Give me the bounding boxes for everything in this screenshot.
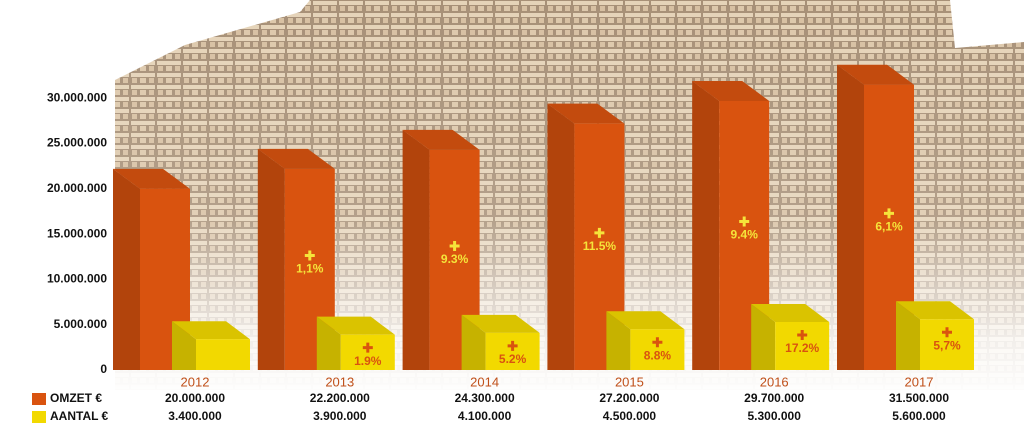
growth-label: 5,7%: [933, 338, 961, 352]
bar-side: [837, 64, 864, 370]
value-label: 3.900.000: [313, 409, 367, 423]
y-tick-label: 15.000.000: [47, 226, 107, 240]
growth-label: 6,1%: [875, 220, 903, 234]
plus-sign: [304, 250, 315, 261]
bar-3d: 9.4%: [692, 81, 770, 370]
bar-top: [461, 314, 540, 333]
legend-label: OMZET €: [50, 391, 102, 405]
x-tick-label: 2014: [470, 374, 499, 389]
plus-sign: [942, 327, 952, 338]
growth-label: 9.4%: [731, 228, 759, 242]
x-tick-label: 2017: [905, 374, 934, 389]
bar-3d: 11.5%: [547, 103, 625, 370]
bar: [630, 329, 685, 370]
plus-sign: [884, 208, 894, 219]
value-label: 5.300.000: [748, 409, 802, 423]
x-tick-label: 2016: [760, 374, 789, 389]
growth-label: 11.5%: [583, 239, 617, 253]
bar-top: [402, 129, 480, 150]
bar-3d: 17.2%: [751, 303, 830, 370]
bar-top: [692, 81, 770, 102]
bar-side: [547, 103, 575, 370]
growth-label: 1,1%: [296, 262, 324, 276]
growth-label: 5.2%: [499, 352, 527, 366]
plus-sign: [449, 240, 460, 251]
bar-top: [606, 311, 685, 330]
bar-top: [751, 303, 830, 322]
value-label: 3.400.000: [168, 409, 222, 423]
bar-side: [113, 168, 140, 370]
bar-3d: 1.9%: [316, 316, 395, 370]
bar: [485, 332, 540, 370]
value-label: 4.100.000: [458, 409, 512, 423]
bar-side: [896, 301, 920, 370]
legend-swatch: [32, 393, 46, 405]
y-tick-label: 20.000.000: [47, 181, 107, 195]
bar-top: [896, 301, 974, 320]
legend-swatch: [32, 411, 46, 423]
bar-side: [692, 81, 720, 370]
plus-sign: [739, 216, 750, 227]
bar-side: [257, 148, 285, 370]
bar-side: [316, 316, 341, 370]
growth-label: 17.2%: [785, 341, 819, 355]
plus-sign: [652, 337, 663, 348]
y-tick-label: 10.000.000: [47, 272, 107, 286]
bar-top: [547, 103, 625, 124]
value-label: 31.500.000: [889, 391, 949, 405]
bar: [196, 339, 250, 370]
growth-label: 8.8%: [644, 348, 672, 362]
bar-top: [172, 321, 250, 340]
growth-label: 9.3%: [441, 252, 469, 266]
plot: 0 5.000.000 10.000.000 15.000.000 20.000.000…: [32, 64, 974, 423]
value-label: 20.000.000: [165, 391, 225, 405]
x-tick-label: 2012: [181, 374, 210, 389]
bar-3d: 8.8%: [606, 311, 685, 370]
value-label: 24.300.000: [455, 391, 515, 405]
plus-sign: [507, 340, 518, 351]
bar-top: [837, 64, 914, 85]
bar-side: [172, 321, 196, 370]
x-tick-label: 2015: [615, 374, 644, 389]
value-label: 29.700.000: [744, 391, 804, 405]
bar-3d: 9.3%: [402, 129, 480, 370]
bar-side: [402, 129, 430, 370]
bar-side: [461, 314, 486, 370]
bar-3d: 6,1%: [837, 64, 914, 370]
bar-top: [113, 168, 190, 189]
bar-3d: [113, 168, 190, 370]
plus-sign: [594, 227, 605, 238]
x-tick-label: 2013: [325, 374, 354, 389]
plus-sign: [797, 329, 808, 340]
y-tick-label: 30.000.000: [47, 90, 107, 104]
bar-side: [606, 311, 631, 370]
bar-3d: [172, 321, 250, 370]
value-label: 5.600.000: [892, 409, 946, 423]
bar-3d: 5,7%: [896, 301, 974, 370]
bar-top: [316, 316, 395, 335]
value-label: 4.500.000: [603, 409, 657, 423]
value-label: 22.200.000: [310, 391, 370, 405]
bar-side: [751, 303, 776, 370]
value-label: 27.200.000: [599, 391, 659, 405]
bar-top: [257, 148, 335, 169]
bar-3d: 5.2%: [461, 314, 540, 370]
y-tick-label: 25.000.000: [47, 136, 107, 150]
y-tick-label: 0: [100, 362, 107, 376]
growth-label: 1.9%: [354, 354, 382, 368]
legend-label: AANTAL €: [50, 409, 109, 423]
plus-sign: [362, 342, 373, 353]
y-tick-label: 5.000.000: [54, 317, 108, 331]
